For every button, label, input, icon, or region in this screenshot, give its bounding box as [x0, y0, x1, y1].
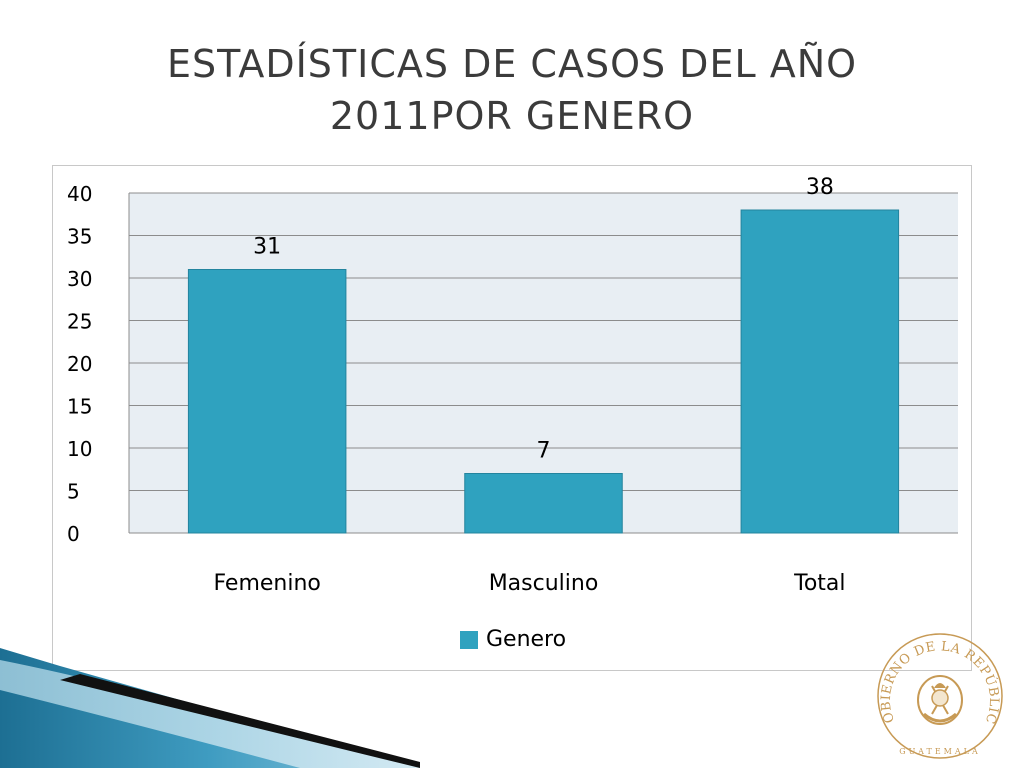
y-tick-label: 30 — [67, 267, 92, 291]
y-tick-label: 25 — [67, 310, 92, 334]
government-seal-logo: GOBIERNO DE LA REPÚBLICA GUATEMALA — [872, 628, 1003, 759]
bar-chart: 0 5 10 15 20 25 30 35 40 31 Femenino 7 Masculino 38 To… — [67, 175, 958, 652]
y-tick-label: 10 — [67, 437, 92, 461]
x-tick-label: Total — [793, 571, 845, 596]
x-tick-label: Femenino — [213, 571, 320, 596]
y-tick-label: 0 — [67, 522, 80, 546]
coat-of-arms-icon — [917, 675, 963, 725]
data-label: 7 — [537, 439, 551, 464]
bar-masculino — [464, 473, 623, 534]
legend-label: Genero — [486, 627, 566, 652]
legend-swatch — [460, 631, 478, 649]
data-label: 38 — [806, 175, 834, 200]
seal-outer-ring — [877, 633, 1003, 759]
data-label: 31 — [253, 235, 281, 260]
chart-frame: 0 5 10 15 20 25 30 35 40 31 Femenino 7 Masculino 38 To… — [52, 165, 972, 671]
y-tick-label: 5 — [67, 480, 80, 504]
title-line-1: ESTADÍSTICAS DE CASOS DEL AÑO — [166, 42, 858, 86]
title-line-2: 2011POR GENERO — [329, 94, 695, 138]
slide-title: ESTADÍSTICAS DE CASOS DEL AÑO 2011POR GE… — [0, 38, 1024, 142]
y-tick-label: 15 — [67, 395, 92, 419]
bar-total — [740, 209, 900, 534]
seal-subtext: GUATEMALA — [899, 747, 980, 756]
y-tick-label: 35 — [67, 225, 92, 249]
x-tick-label: Masculino — [489, 571, 599, 596]
decorative-swoosh — [0, 648, 420, 768]
y-tick-label: 40 — [67, 182, 92, 206]
y-tick-label: 20 — [67, 352, 92, 376]
bar-femenino — [187, 269, 347, 534]
